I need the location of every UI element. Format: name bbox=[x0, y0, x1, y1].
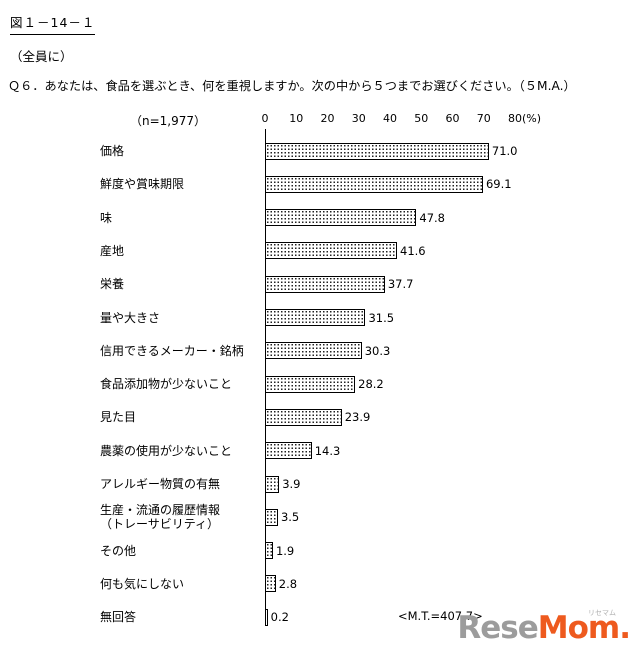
bar-row: 味 47.8 bbox=[0, 201, 640, 235]
bar-row: 栄養 37.7 bbox=[0, 267, 640, 301]
category-label: 産地 bbox=[100, 243, 125, 258]
x-axis: (%) 0 10 20 30 40 50 60 70 80 bbox=[261, 112, 542, 126]
value-label: 47.8 bbox=[419, 210, 445, 225]
bar-track: 37.7 bbox=[265, 275, 515, 293]
bar-row: 農薬の使用が少ないこと 14.3 bbox=[0, 434, 640, 468]
bar-track: 69.1 bbox=[265, 175, 515, 193]
category-label: 農薬の使用が少ないこと bbox=[100, 443, 233, 458]
category-label: 量や大きさ bbox=[100, 310, 161, 325]
bar-track: 30.3 bbox=[265, 342, 515, 360]
bar-track: 0.2 bbox=[265, 608, 515, 626]
bar-row: 何も気にしない 2.8 bbox=[0, 567, 640, 601]
bar bbox=[265, 242, 397, 260]
bar-row: 見た目 23.9 bbox=[0, 400, 640, 434]
value-label: 0.2 bbox=[270, 610, 289, 625]
figure-number: 図１－14－１ bbox=[10, 12, 96, 35]
value-label: 28.2 bbox=[358, 377, 384, 392]
bar-row: 量や大きさ 31.5 bbox=[0, 301, 640, 335]
value-label: 14.3 bbox=[314, 443, 341, 458]
bar-track: 47.8 bbox=[265, 209, 515, 227]
category-label: 価格 bbox=[100, 144, 125, 158]
value-label: 41.6 bbox=[400, 243, 426, 258]
category-label: 食品添加物が少ないこと bbox=[100, 377, 233, 392]
axis-tick-label: 70 bbox=[476, 112, 491, 125]
category-label: その他 bbox=[100, 543, 137, 558]
bar-row: 鮮度や賞味期限 69.1 bbox=[0, 167, 640, 201]
bar-track: 1.9 bbox=[265, 542, 515, 560]
category-label: 信用できるメーカー・銘柄 bbox=[100, 343, 244, 358]
watermark-text-rese: Rese bbox=[457, 610, 538, 646]
bar bbox=[265, 142, 489, 160]
bar bbox=[265, 508, 278, 526]
bar-track: 23.9 bbox=[265, 408, 515, 426]
value-label: 3.9 bbox=[282, 477, 301, 491]
bar-track: 2.8 bbox=[265, 575, 515, 593]
value-label: 1.9 bbox=[275, 543, 295, 558]
category-label: 無回答 bbox=[100, 610, 137, 625]
axis-tick-label: 30 bbox=[351, 112, 366, 125]
value-label: 71.0 bbox=[491, 144, 518, 158]
sample-size-label: （n=1,977） bbox=[130, 114, 207, 128]
category-label: 栄養 bbox=[100, 277, 125, 292]
axis-tick-label: 10 bbox=[289, 112, 304, 125]
bar-track: 3.9 bbox=[265, 475, 515, 493]
value-label: 3.5 bbox=[280, 510, 300, 525]
audience-note: （全員に） bbox=[10, 49, 73, 64]
bar-track: 41.6 bbox=[265, 242, 515, 260]
bar bbox=[265, 408, 342, 426]
watermark-ruby-text: リセマム bbox=[588, 609, 616, 617]
bar-track: 3.5 bbox=[265, 508, 515, 526]
category-label: 生産・流通の履歴情報 （トレーサビリティ） bbox=[100, 503, 221, 532]
bar bbox=[265, 542, 273, 560]
category-label: 鮮度や賞味期限 bbox=[100, 177, 185, 192]
bar bbox=[265, 209, 417, 227]
axis-tick-label: 60 bbox=[445, 112, 460, 125]
value-label: 30.3 bbox=[364, 343, 391, 358]
category-label: 見た目 bbox=[100, 410, 137, 425]
value-label: 69.1 bbox=[485, 177, 512, 192]
bar-row: 価格 71.0 bbox=[0, 134, 640, 168]
bar-track: 71.0 bbox=[265, 142, 518, 160]
axis-tick-label: 80 bbox=[508, 112, 522, 125]
axis-tick-label: 0 bbox=[261, 112, 269, 125]
resemom-watermark: リセマム ReseMom. bbox=[457, 609, 631, 646]
bar bbox=[265, 575, 276, 593]
category-label: アレルギー物質の有無 bbox=[100, 477, 221, 491]
bar-track: 14.3 bbox=[265, 442, 515, 460]
bar bbox=[265, 608, 268, 626]
bar-row: 食品添加物が少ないこと 28.2 bbox=[0, 367, 640, 401]
bar-row: 信用できるメーカー・銘柄 30.3 bbox=[0, 334, 640, 368]
value-label: 37.7 bbox=[387, 277, 414, 292]
bar-track: 31.5 bbox=[265, 309, 515, 326]
bar bbox=[265, 275, 385, 293]
category-label: 何も気にしない bbox=[100, 576, 185, 591]
bar bbox=[265, 375, 356, 393]
axis-unit-label: (%) bbox=[522, 112, 542, 125]
bar bbox=[265, 175, 483, 193]
bar-row: 生産・流通の履歴情報 （トレーサビリティ） 3.5 bbox=[0, 500, 640, 534]
value-label: 2.8 bbox=[278, 576, 298, 591]
axis-tick-label: 40 bbox=[383, 112, 397, 125]
bar-track: 28.2 bbox=[265, 375, 515, 393]
bar bbox=[265, 475, 280, 493]
question-text: Ｑ６．あなたは、食品を選ぶとき、何を重視しますか。次の中から５つまでお選びくださ… bbox=[8, 79, 576, 93]
value-label: 23.9 bbox=[344, 410, 371, 425]
mt-annotation: <M.T.=407.7> bbox=[398, 609, 483, 623]
bar-row: 無回答 0.2 bbox=[0, 600, 640, 634]
axis-tick-label: 50 bbox=[414, 112, 429, 125]
value-label: 31.5 bbox=[368, 310, 395, 325]
bar-row: 産地 41.6 bbox=[0, 234, 640, 268]
bar bbox=[265, 442, 312, 460]
bar bbox=[265, 309, 366, 326]
category-label: 味 bbox=[100, 210, 113, 225]
bar-row: その他 1.9 bbox=[0, 534, 640, 568]
watermark-text-mom: Mom. bbox=[537, 610, 631, 646]
axis-tick-label: 20 bbox=[320, 112, 335, 125]
bar-row: アレルギー物質の有無 3.9 bbox=[0, 467, 640, 501]
bar bbox=[265, 342, 362, 360]
